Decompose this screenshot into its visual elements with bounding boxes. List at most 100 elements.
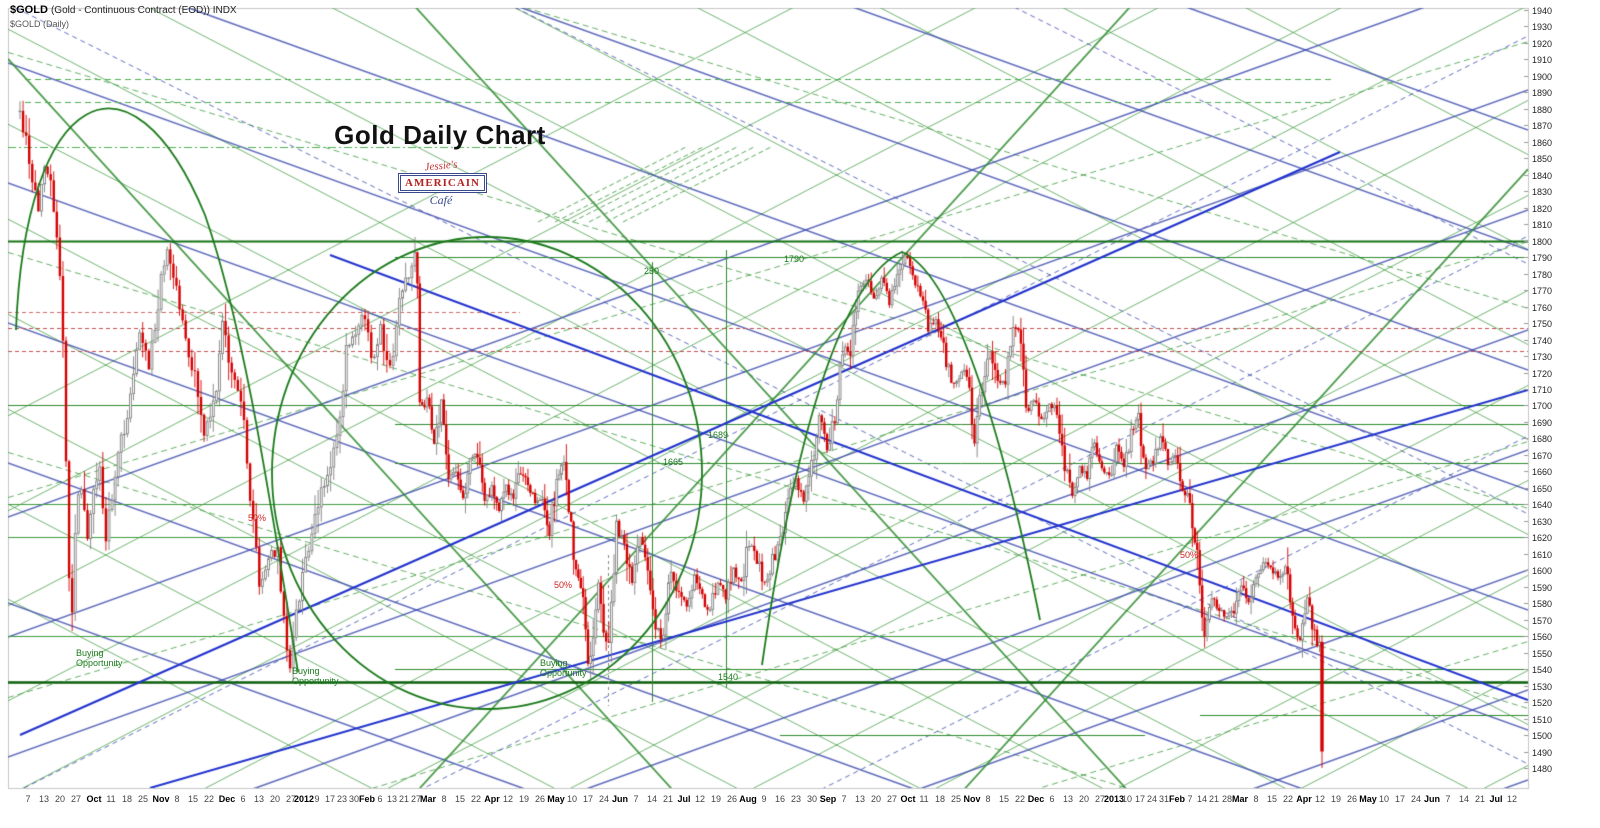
- x-axis-label: Nov: [963, 794, 981, 804]
- y-axis-label: 1940: [1532, 6, 1553, 16]
- chart-header: $GOLD (Gold - Continuous Contract (EOD))…: [10, 4, 237, 16]
- x-axis-label: 12: [694, 794, 706, 804]
- buying-opportunity-annotation: Buying Opportunity: [76, 648, 123, 668]
- y-axis-label: 1480: [1532, 764, 1553, 774]
- y-axis-label: 1700: [1532, 401, 1553, 412]
- y-axis-label: 1710: [1532, 385, 1553, 395]
- x-axis-label: 30: [806, 794, 818, 804]
- x-axis-label: 23: [790, 794, 802, 804]
- x-axis-label: 9: [314, 794, 320, 804]
- x-axis-label: Mar: [1231, 794, 1249, 804]
- x-axis-label: 20: [1078, 794, 1090, 804]
- y-axis-label: 1760: [1532, 302, 1553, 313]
- x-axis-label: 13: [854, 794, 866, 804]
- y-axis-label: 1820: [1532, 203, 1553, 214]
- x-axis-label: 9: [761, 794, 767, 804]
- x-axis-label: 17: [1134, 794, 1146, 804]
- x-axis-label: 12: [1506, 794, 1518, 804]
- x-axis-label: 12: [1314, 794, 1326, 804]
- chart-subheader: $GOLD (Daily): [10, 19, 70, 29]
- ticker-symbol: $GOLD: [10, 4, 48, 16]
- x-axis-label: 14: [1196, 794, 1208, 804]
- x-axis-label: 2013: [1103, 794, 1125, 804]
- x-axis-label: Apr: [1296, 794, 1312, 804]
- ticker-description: (Gold - Continuous Contract (EOD)) INDX: [50, 5, 237, 16]
- x-axis-label: 22: [1014, 794, 1026, 804]
- y-axis-label: 1880: [1532, 104, 1553, 115]
- x-axis-label: Dec: [218, 794, 236, 804]
- x-axis-label: Jul: [677, 794, 691, 804]
- x-axis-label: 15: [187, 794, 199, 804]
- y-axis-label: 1680: [1532, 434, 1553, 445]
- x-axis-label: 25: [950, 794, 962, 804]
- y-axis-label: 1690: [1532, 417, 1553, 428]
- buying-opportunity-annotation: Buying Opportunity: [540, 658, 587, 678]
- y-axis-label: 1810: [1532, 220, 1553, 231]
- x-axis-label: 16: [774, 794, 786, 804]
- x-axis-label: 6: [1049, 794, 1055, 804]
- x-axis-label: 14: [1458, 794, 1470, 804]
- x-axis-label: 10: [1378, 794, 1390, 804]
- x-axis-label: 8: [174, 794, 180, 804]
- y-axis-label: 1610: [1532, 549, 1553, 560]
- x-axis-label: 13: [1062, 794, 1074, 804]
- x-axis-label: 27: [1094, 794, 1106, 804]
- y-axis-label: 1850: [1532, 154, 1553, 165]
- y-axis-label: 1730: [1532, 352, 1553, 363]
- x-axis-label: 7: [1187, 794, 1193, 804]
- x-axis-label: 11: [106, 794, 116, 804]
- fib-50pct-label: 50%: [554, 580, 573, 590]
- x-axis-label: 27: [285, 794, 297, 804]
- price-level-label: 1689: [708, 430, 729, 440]
- price-level-label: 1790: [784, 254, 805, 264]
- x-axis-label: Feb: [1168, 794, 1186, 804]
- fib-50pct-label: 50%: [248, 513, 267, 523]
- x-axis-label: 27: [410, 794, 422, 804]
- x-axis-label: 10: [566, 794, 578, 804]
- x-axis-label: 10: [1121, 794, 1133, 804]
- x-axis-label: Oct: [86, 794, 102, 804]
- x-axis-label: 24: [598, 794, 610, 804]
- logo-cafe: Café: [429, 193, 453, 207]
- y-axis-label: 1650: [1532, 483, 1553, 494]
- x-axis-label: 14: [646, 794, 658, 804]
- y-axis-label: 1670: [1532, 450, 1553, 461]
- y-axis-label: 1620: [1532, 533, 1553, 544]
- x-axis-label: 15: [1266, 794, 1278, 804]
- x-axis-label: 21: [1474, 794, 1486, 804]
- x-axis-label: 7: [25, 794, 31, 804]
- x-axis-label: Jun: [611, 794, 629, 804]
- x-axis-label: 6: [377, 794, 383, 804]
- y-axis-label: 1800: [1532, 236, 1553, 247]
- x-axis-label: 20: [269, 794, 281, 804]
- y-axis-label: 1910: [1532, 55, 1553, 66]
- y-axis-label: 1630: [1532, 516, 1553, 527]
- y-axis-label: 1840: [1532, 170, 1553, 181]
- x-axis-label: 30: [348, 794, 360, 804]
- x-axis-label: 24: [1410, 794, 1422, 804]
- y-axis-label: 1790: [1532, 253, 1553, 264]
- price-level-label: 1540: [718, 672, 739, 682]
- x-axis-label: 11: [919, 794, 929, 804]
- x-axis-label: Jun: [1423, 794, 1441, 804]
- x-axis-label: 22: [203, 794, 215, 804]
- x-axis-label: 19: [1330, 794, 1342, 804]
- buying-opportunity-annotation: Buying Opportunity: [292, 666, 339, 686]
- x-axis-label: 21: [398, 794, 410, 804]
- x-axis-label: 17: [1394, 794, 1406, 804]
- x-axis-label: 27: [886, 794, 898, 804]
- y-axis-label: 1590: [1532, 582, 1553, 593]
- x-axis-label: 12: [502, 794, 514, 804]
- x-axis-label: Nov: [152, 794, 170, 804]
- x-axis-label: 15: [998, 794, 1010, 804]
- y-axis-label: 1900: [1532, 71, 1553, 82]
- x-axis-label: 20: [870, 794, 882, 804]
- fib-50pct-label: 50%: [1180, 550, 1199, 560]
- x-axis-label: 23: [336, 794, 348, 804]
- x-axis-label: 8: [441, 794, 447, 804]
- x-axis-label: 24: [1146, 794, 1158, 804]
- y-axis-label: 1740: [1532, 335, 1553, 346]
- x-axis-label: 13: [386, 794, 398, 804]
- price-level-label: 1665: [663, 457, 684, 467]
